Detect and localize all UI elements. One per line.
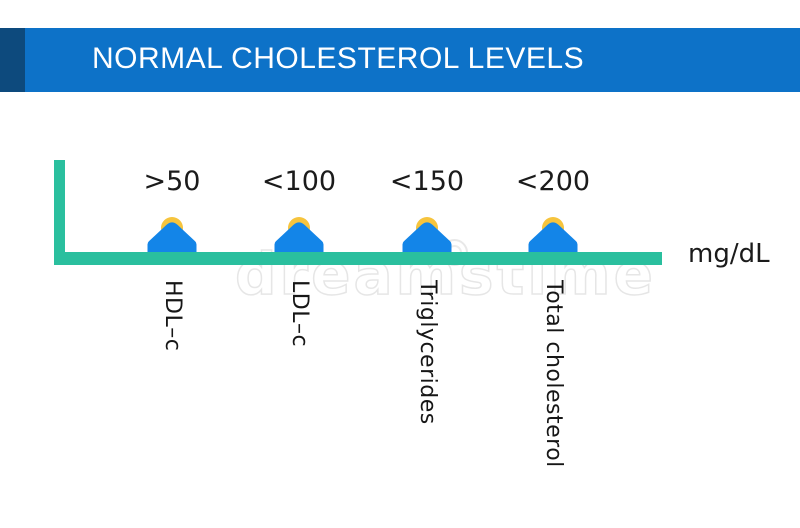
y-axis-line: [54, 160, 65, 265]
marker-peak-shape: [402, 222, 452, 252]
category-label-total: Total cholesterol: [541, 280, 566, 468]
header-bar: [0, 28, 800, 92]
threshold-value-hdl: >50: [143, 166, 201, 197]
level-marker-icon: [274, 217, 324, 252]
header-accent-block: [0, 28, 25, 92]
category-label-triglycerides: Triglycerides: [415, 280, 440, 425]
threshold-value-ldl: <100: [261, 166, 337, 197]
marker-peak-shape: [528, 222, 578, 252]
marker-peak-shape: [274, 222, 324, 252]
level-marker-icon: [147, 217, 197, 252]
page-title: NORMAL CHOLESTEROL LEVELS: [92, 42, 585, 75]
threshold-value-total: <200: [515, 166, 591, 197]
x-axis-line: [54, 252, 662, 265]
level-marker-icon: [528, 217, 578, 252]
category-label-ldl: LDL–c: [287, 280, 312, 348]
threshold-value-triglycerides: <150: [389, 166, 465, 197]
level-marker-icon: [402, 217, 452, 252]
category-label-hdl: HDL–c: [160, 280, 185, 352]
axis-unit-label: mg/dL: [688, 239, 770, 269]
marker-peak-shape: [147, 222, 197, 252]
